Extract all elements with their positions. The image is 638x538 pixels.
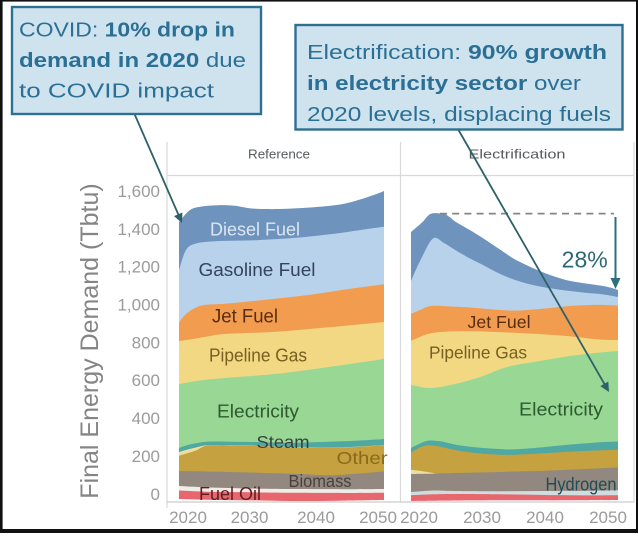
svg-text:demand in 2020 due: demand in 2020 due [19, 50, 246, 72]
svg-text:1,200: 1,200 [117, 258, 160, 277]
svg-text:1,000: 1,000 [117, 296, 160, 315]
svg-text:2050: 2050 [359, 508, 397, 527]
svg-text:2050: 2050 [589, 508, 627, 527]
svg-text:Jet Fuel: Jet Fuel [212, 306, 278, 327]
svg-text:200: 200 [132, 447, 160, 466]
svg-text:Final Energy Demand (Tbtu): Final Energy Demand (Tbtu) [76, 183, 104, 498]
svg-text:2040: 2040 [297, 508, 335, 527]
svg-text:2030: 2030 [231, 508, 269, 527]
svg-text:2040: 2040 [526, 508, 564, 527]
svg-text:Electricity: Electricity [217, 401, 300, 422]
svg-text:Diesel Fuel: Diesel Fuel [210, 219, 300, 240]
svg-text:1,600: 1,600 [117, 182, 160, 201]
svg-text:600: 600 [132, 371, 160, 390]
svg-text:Electricity: Electricity [519, 399, 604, 420]
svg-text:2020: 2020 [400, 508, 438, 527]
svg-text:to COVID impact: to COVID impact [19, 81, 215, 103]
svg-text:Electrification: 90% growth: Electrification: 90% growth [307, 41, 607, 64]
svg-text:Gasoline Fuel: Gasoline Fuel [199, 259, 316, 280]
svg-text:in electricity sector over: in electricity sector over [307, 72, 581, 95]
svg-text:Fuel Oil: Fuel Oil [199, 484, 261, 504]
svg-text:Electrification: Electrification [469, 147, 566, 162]
svg-text:400: 400 [132, 409, 160, 428]
svg-text:Pipeline Gas: Pipeline Gas [209, 345, 307, 366]
svg-text:Biomass: Biomass [289, 471, 352, 491]
svg-text:1,400: 1,400 [117, 220, 160, 239]
svg-text:2020: 2020 [169, 508, 207, 527]
svg-text:Other: Other [337, 448, 388, 468]
svg-text:28%: 28% [562, 247, 608, 273]
svg-text:Pipeline Gas: Pipeline Gas [429, 342, 527, 362]
svg-text:0: 0 [151, 485, 160, 504]
svg-text:800: 800 [132, 333, 160, 352]
svg-text:Jet Fuel: Jet Fuel [468, 312, 531, 332]
svg-text:COVID: 10% drop in: COVID: 10% drop in [19, 20, 235, 42]
svg-text:Hydrogen: Hydrogen [546, 475, 617, 495]
svg-text:Steam: Steam [257, 432, 310, 452]
svg-text:2020 levels, displacing fuels: 2020 levels, displacing fuels [307, 103, 611, 126]
svg-text:2030: 2030 [463, 508, 501, 527]
svg-text:Reference: Reference [248, 147, 310, 162]
